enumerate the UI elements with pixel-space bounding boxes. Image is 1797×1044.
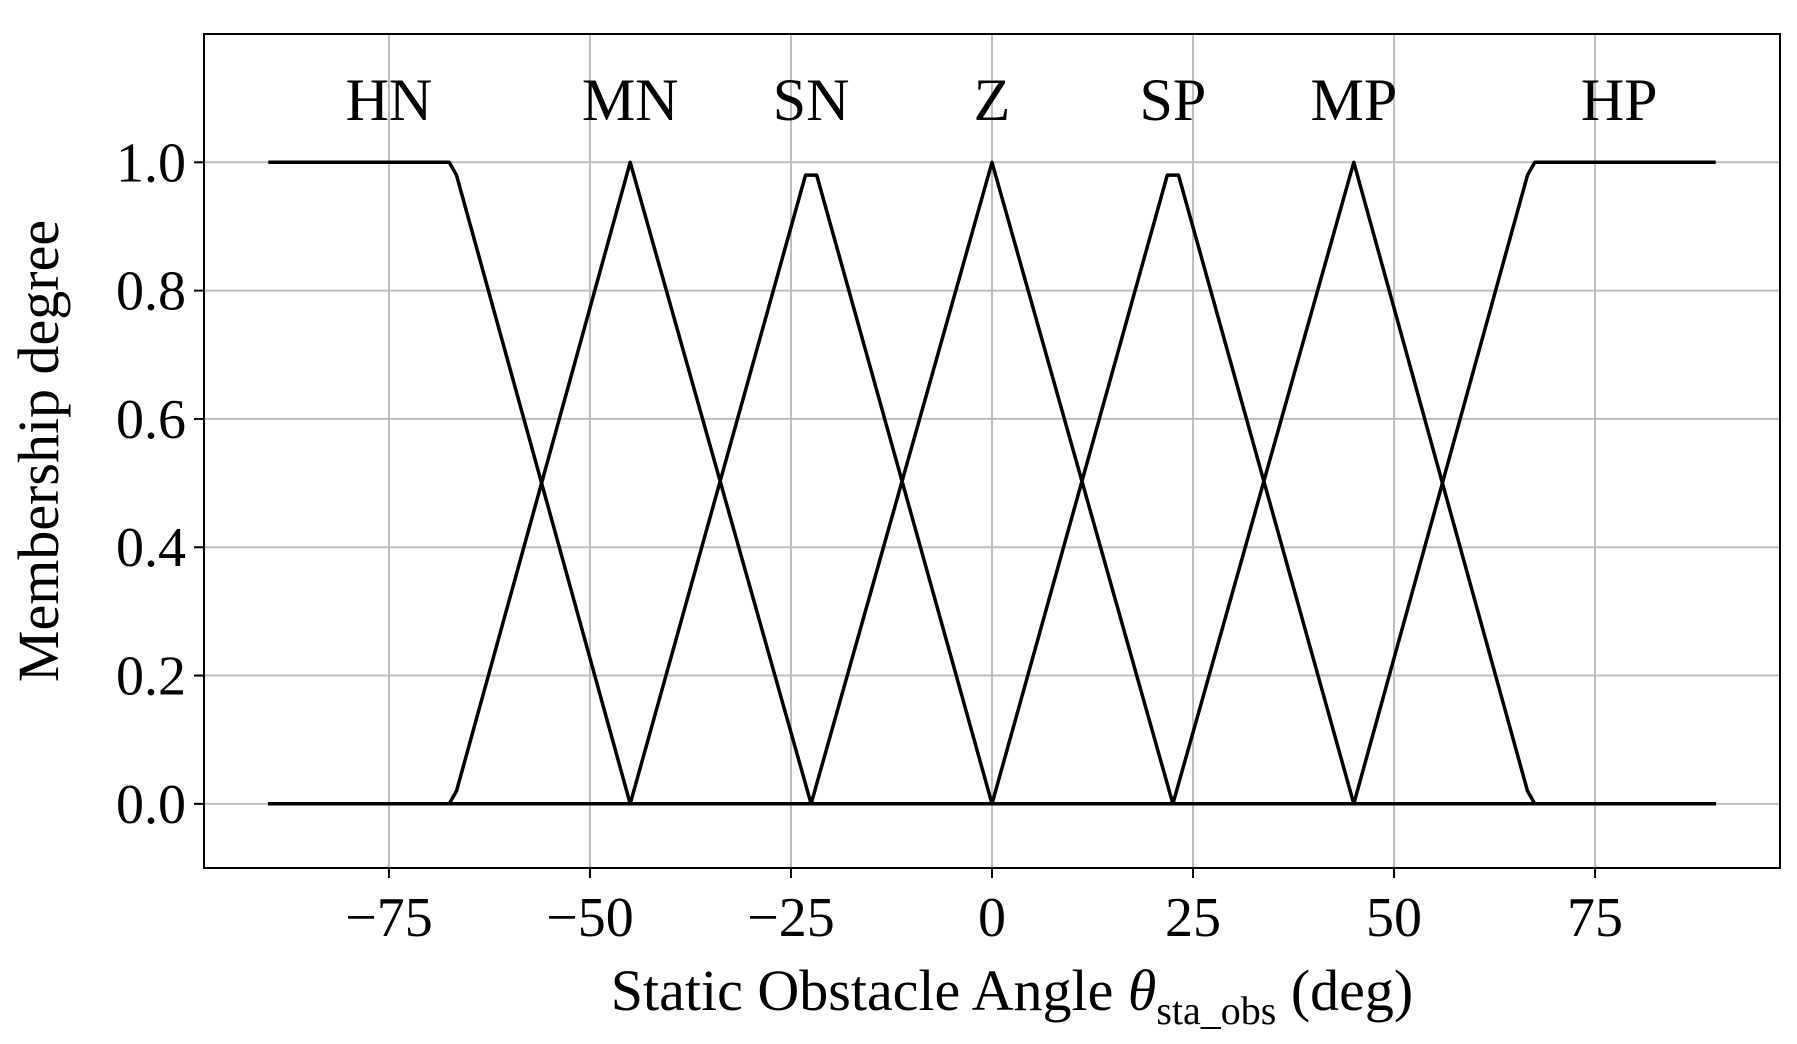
y-axis-label: Membership degree (6, 220, 71, 682)
set-label-mp: MP (1310, 67, 1397, 133)
x-tick-label: −75 (345, 887, 433, 949)
fuzzy-set-labels: HN MN SN Z SP MP HP (346, 67, 1658, 133)
y-tick-label: 0.2 (116, 646, 186, 708)
set-label-z: Z (974, 67, 1011, 133)
mf-line-hp (268, 160, 1716, 806)
x-tick-label: −50 (546, 887, 634, 949)
y-tick-label: 0.8 (116, 261, 186, 323)
y-tick-label: 0.6 (116, 389, 186, 451)
x-tick-label: 0 (978, 887, 1006, 949)
grid (204, 34, 1780, 868)
x-axis-label-subscript: sta_obs (1156, 988, 1276, 1033)
set-label-hn: HN (346, 67, 433, 133)
y-tick-label: 1.0 (116, 132, 186, 194)
x-axis-label: Static Obstacle Angle θsta_obs (deg) (611, 958, 1413, 1033)
set-label-sp: SP (1140, 67, 1207, 133)
x-axis-label-suffix: (deg) (1276, 958, 1413, 1023)
x-tick-label: 75 (1567, 887, 1623, 949)
x-tick-label: 50 (1366, 887, 1422, 949)
x-axis-label-symbol: θ (1128, 958, 1157, 1023)
y-tick-label: 0.0 (116, 774, 186, 836)
set-label-hp: HP (1581, 67, 1658, 133)
set-label-mn: MN (582, 67, 679, 133)
set-label-sn: SN (773, 67, 850, 133)
membership-curves (268, 160, 1716, 806)
axis-ticks: −75 −50 −25 0 25 50 75 0.0 0.2 0.4 0.6 0.8 1.0 (116, 132, 1623, 949)
y-tick-label: 0.4 (116, 517, 186, 579)
x-axis-label-prefix: Static Obstacle Angle (611, 958, 1128, 1023)
x-tick-label: 25 (1165, 887, 1221, 949)
x-tick-label: −25 (747, 887, 835, 949)
